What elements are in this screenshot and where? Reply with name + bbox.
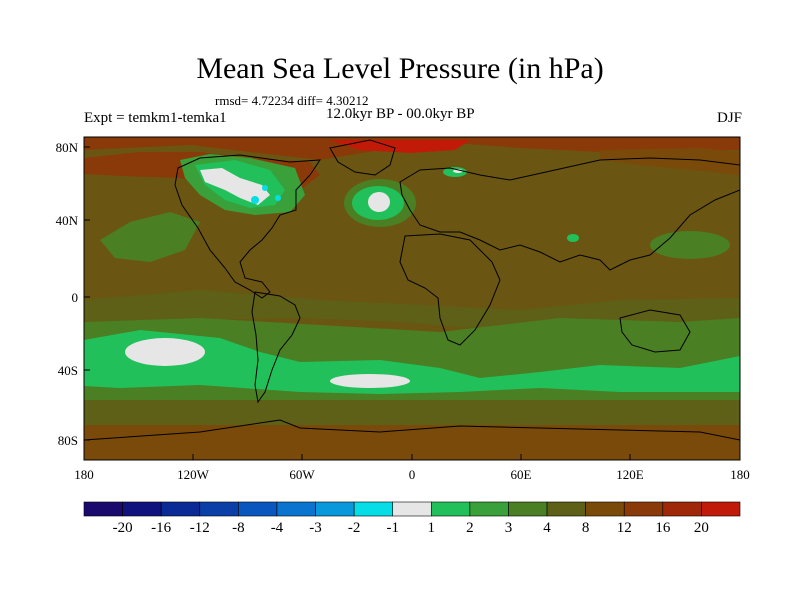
- lat-tick-40s: 40S: [57, 363, 78, 378]
- colorbar-label: 16: [655, 520, 671, 536]
- lon-tick-60e: 60E: [510, 467, 532, 482]
- stats-label: rmsd= 4.72234 diff= 4.30212: [215, 93, 369, 108]
- eurasia-outline: [399, 157, 740, 271]
- colorbar-swatch: [353, 501, 394, 517]
- colorbar-swatch: [160, 501, 201, 517]
- laurentide-cyan-1: [251, 196, 259, 204]
- greenland-outline: [329, 139, 396, 176]
- colorbar-swatch: [508, 501, 548, 517]
- colorbar-label: -2: [347, 520, 361, 536]
- lon-tick-180w: 180: [74, 467, 94, 482]
- lat-tick-80n: 80N: [55, 140, 78, 155]
- africa-outline: [399, 233, 501, 346]
- arctic-high-max: [330, 140, 470, 153]
- laurentide-cyan-3: [275, 195, 281, 201]
- siberia-band: [600, 148, 740, 175]
- colorbar-swatch: [392, 501, 432, 517]
- chart-title: Mean Sea Level Pressure (in hPa): [196, 52, 604, 85]
- colorbar-label: -8: [232, 520, 245, 536]
- antarctic-olive: [84, 400, 740, 425]
- laurentide-cyan-2: [262, 185, 268, 191]
- colorbar-label: -20: [112, 520, 133, 536]
- period-label: 12.0kyr BP - 00.0kyr BP: [326, 106, 475, 122]
- colorbar-label: -4: [270, 520, 284, 536]
- colorbar: [83, 501, 741, 517]
- lat-tick-40n: 40N: [55, 213, 78, 228]
- colorbar-swatch: [469, 501, 509, 517]
- lat-tick-80s: 80S: [57, 433, 78, 448]
- colorbar-label: 4: [543, 520, 551, 536]
- lon-tick-180e: 180: [730, 467, 750, 482]
- colorbar-label: 12: [616, 520, 632, 536]
- laurentide-core: [200, 168, 270, 205]
- colorbar-swatch: [199, 501, 239, 517]
- colorbar-swatch: [83, 501, 123, 517]
- colorbar-swatch: [430, 501, 471, 517]
- colorbar-label: 8: [581, 520, 590, 536]
- colorbar-label: -3: [309, 520, 322, 536]
- colorbar-label: 20: [693, 520, 709, 536]
- south-america-outline: [251, 291, 301, 404]
- colorbar-swatch: [276, 501, 316, 517]
- colorbar-swatch: [585, 501, 625, 517]
- colorbar-swatch: [662, 501, 702, 517]
- colorbar-label: 1: [427, 520, 436, 536]
- experiment-label: Expt = temkm1-temka1: [84, 110, 227, 126]
- australia-outline: [619, 309, 691, 353]
- season-label: DJF: [716, 110, 742, 126]
- colorbar-label: -12: [189, 520, 210, 536]
- lon-tick-60w: 60W: [289, 467, 315, 482]
- atlantic-white: [368, 192, 390, 212]
- colorbar-swatch: [122, 501, 162, 517]
- arctic-positive-band: [84, 137, 740, 160]
- coastlines: [84, 139, 740, 441]
- colorbar-label: 3: [504, 520, 513, 536]
- southern-green: [84, 330, 740, 394]
- colorbar-swatch: [623, 501, 664, 517]
- colorbar-label: -1: [386, 520, 399, 536]
- colorbar-swatch: [315, 501, 355, 517]
- colorbar-swatch: [238, 501, 278, 517]
- lat-tick-0: 0: [71, 290, 79, 305]
- south-atlantic-white: [330, 374, 410, 388]
- north-america-outline: [174, 154, 321, 299]
- colorbar-label: -16: [151, 520, 172, 536]
- colorbar-label: 2: [466, 520, 474, 536]
- tibet-green: [567, 234, 579, 242]
- axis-ticks: [83, 146, 741, 460]
- south-pacific-white: [125, 338, 205, 366]
- lon-tick-120e: 120E: [616, 467, 644, 482]
- map-field: [84, 137, 740, 460]
- colorbar-swatch: [546, 501, 586, 517]
- antarctic-brown: [84, 425, 740, 460]
- antarctica-outline: [84, 419, 740, 441]
- lon-tick-0: 0: [408, 467, 416, 482]
- north-pacific-olive: [100, 212, 200, 262]
- lon-tick-120w: 120W: [177, 467, 209, 482]
- colorbar-swatch: [701, 501, 741, 517]
